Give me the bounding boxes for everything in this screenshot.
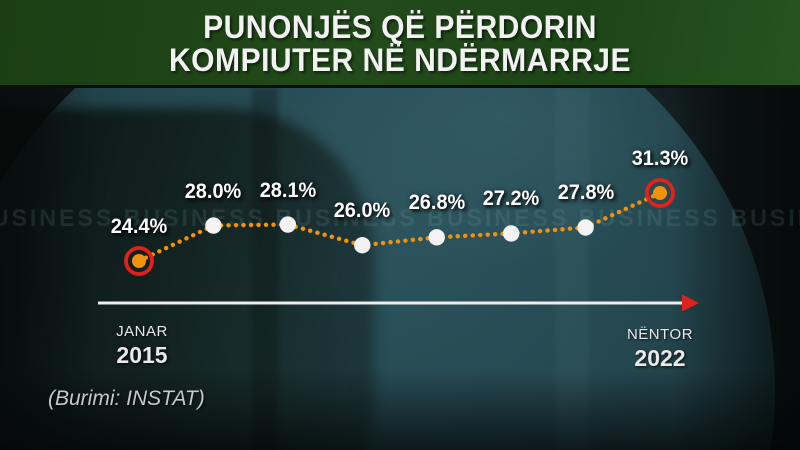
data-point [279, 216, 297, 233]
data-point-label: 24.4% [110, 215, 168, 238]
axis-end-year: 2022 [634, 345, 686, 371]
data-point [502, 225, 520, 242]
axis-start-month: JANAR [116, 323, 168, 340]
header-banner: PUNONJËS QË PËRDORIN KOMPIUTER NË NDËRMA… [0, 0, 800, 88]
x-axis-arrow-icon [682, 294, 699, 312]
data-point-label: 28.0% [185, 179, 242, 203]
source-text: (Burimi: INSTAT) [48, 387, 205, 410]
highlight-ring [124, 246, 154, 276]
axis-start-year: 2015 [116, 342, 168, 368]
data-point [205, 217, 222, 234]
page-title-line2: KOMPIUTER NË NDËRMARRJE [168, 42, 632, 78]
data-point-highlighted [653, 186, 668, 201]
data-point-label: 27.2% [482, 187, 540, 211]
axis-end-month: NËNTOR [626, 326, 694, 343]
data-point-highlighted [132, 254, 146, 268]
data-point-label: 27.8% [557, 181, 614, 205]
page-title-line1: PUNONJËS QË PËRDORIN [203, 9, 597, 45]
data-point [577, 219, 594, 236]
watermark-text: BUSINESS BUSINESS BUSINESS BUSINESS BUSI… [0, 205, 800, 232]
data-point-label: 31.3% [631, 147, 689, 170]
dotted-line-series [136, 190, 663, 264]
data-point [354, 237, 371, 254]
data-series-layer [124, 178, 675, 276]
data-point-label: 26.8% [408, 191, 466, 215]
highlight-ring [645, 178, 675, 208]
data-point-label: 28.1% [259, 178, 317, 202]
axis-end-label: NËNTOR 2022 [627, 326, 693, 372]
data-point-label: 26.0% [333, 199, 391, 223]
axis-start-label: JANAR 2015 [116, 323, 168, 369]
data-point [428, 229, 445, 246]
